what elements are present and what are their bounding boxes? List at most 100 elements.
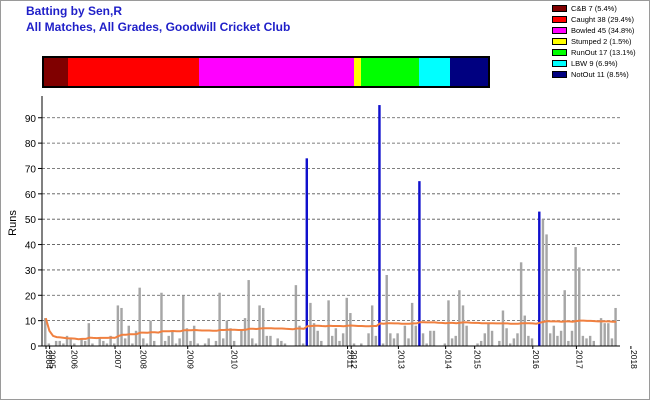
runs-bar: [312, 323, 316, 346]
runs-bar: [516, 333, 519, 346]
runs-bar: [167, 335, 170, 346]
runs-bar: [152, 340, 156, 346]
runs-bar: [498, 340, 501, 346]
legend-label: LBW 9 (6.9%): [571, 59, 618, 68]
runs-bar: [523, 315, 526, 346]
runs-bar: [44, 318, 47, 346]
runs-bar: [73, 343, 76, 346]
runs-bar: [418, 181, 421, 346]
x-tick-label: 2010: [229, 350, 239, 369]
runs-bar: [196, 343, 200, 346]
runs-bar: [341, 333, 345, 346]
dismissal-segment: [360, 58, 420, 86]
y-tick-label: 0: [30, 342, 36, 353]
x-tick-label: 2013: [396, 350, 406, 369]
runs-bar: [120, 307, 123, 346]
legend-item: Stumped 2 (1.5%): [552, 36, 636, 47]
x-tick-label: 2006: [69, 350, 79, 369]
dismissal-breakdown-bar: [42, 56, 490, 88]
runs-bar: [385, 274, 388, 346]
chart-title: Batting by Sen,R: [26, 4, 123, 18]
runs-bar: [509, 343, 512, 346]
runs-bar: [102, 340, 105, 346]
runs-bar: [185, 328, 189, 346]
x-tick-label: 2015: [473, 350, 483, 369]
runs-bar: [567, 340, 570, 346]
runs-bar: [349, 313, 352, 346]
runs-bar: [232, 340, 236, 346]
runs-bar: [563, 290, 566, 346]
runs-bar: [254, 343, 258, 346]
runs-bar: [331, 335, 334, 346]
dismissal-segment: [68, 58, 199, 86]
runs-bar: [581, 335, 585, 346]
runs-bar: [487, 323, 490, 346]
runs-bar: [588, 335, 592, 346]
dismissal-segment: [450, 58, 488, 86]
runs-bar: [465, 325, 468, 346]
runs-bar: [131, 343, 134, 346]
runs-bar: [585, 338, 588, 346]
y-tick-label: 20: [25, 291, 37, 302]
runs-bar: [461, 305, 465, 346]
runs-bar: [145, 343, 149, 346]
runs-bar: [65, 335, 69, 346]
runs-bar: [392, 338, 396, 346]
runs-bar: [178, 338, 181, 346]
y-tick-label: 80: [25, 139, 37, 150]
runs-bar: [160, 292, 163, 346]
runs-bar: [105, 343, 109, 346]
y-tick-label: 10: [25, 317, 37, 328]
runs-bar: [530, 338, 534, 346]
dismissal-segment: [419, 58, 451, 86]
runs-bar: [559, 330, 563, 346]
runs-bar: [367, 333, 370, 346]
runs-bar: [222, 338, 225, 346]
runs-bar: [610, 338, 614, 346]
runs-bar: [280, 340, 283, 346]
runs-bar: [113, 343, 116, 346]
runs-bar: [490, 330, 494, 346]
runs-bar: [47, 343, 51, 346]
runs-bar: [192, 325, 196, 346]
runs-bar: [240, 330, 243, 346]
legend-swatch: [552, 60, 567, 67]
runs-bar: [403, 325, 407, 346]
runs-bar: [142, 338, 145, 346]
runs-bar: [454, 335, 457, 346]
runs-bar: [69, 338, 72, 346]
runs-bar: [458, 290, 461, 346]
legend-item: Caught 38 (29.4%): [552, 14, 636, 25]
runs-bar: [479, 340, 483, 346]
runs-bar: [538, 211, 541, 346]
runs-bar: [443, 343, 447, 346]
chart-subtitle: All Matches, All Grades, Goodwill Cricke…: [26, 20, 291, 34]
runs-bar: [327, 300, 330, 346]
runs-bar: [334, 328, 338, 346]
runs-bar: [247, 280, 250, 346]
runs-bar: [276, 338, 279, 346]
runs-bar: [338, 340, 341, 346]
runs-bar: [58, 340, 61, 346]
runs-bar: [174, 343, 178, 346]
runs-bar: [87, 323, 91, 346]
runs-bar: [407, 338, 410, 346]
y-tick-label: 50: [25, 215, 37, 226]
legend-item: RunOut 17 (13.1%): [552, 47, 636, 58]
runs-bar: [127, 325, 130, 346]
runs-bar: [258, 305, 261, 346]
runs-bar: [171, 330, 174, 346]
runs-bar: [607, 323, 610, 346]
legend-label: Stumped 2 (1.5%): [571, 37, 632, 46]
runs-bar: [574, 247, 577, 346]
runs-bar: [163, 340, 167, 346]
runs-bar: [218, 292, 221, 346]
runs-bar: [269, 335, 272, 346]
runs-bar: [501, 310, 505, 346]
legend-swatch: [552, 71, 567, 78]
x-tick-label: 2014: [444, 350, 454, 369]
runs-bar: [541, 219, 545, 346]
runs-bar: [243, 318, 247, 346]
legend-item: NotOut 11 (8.5%): [552, 69, 636, 80]
